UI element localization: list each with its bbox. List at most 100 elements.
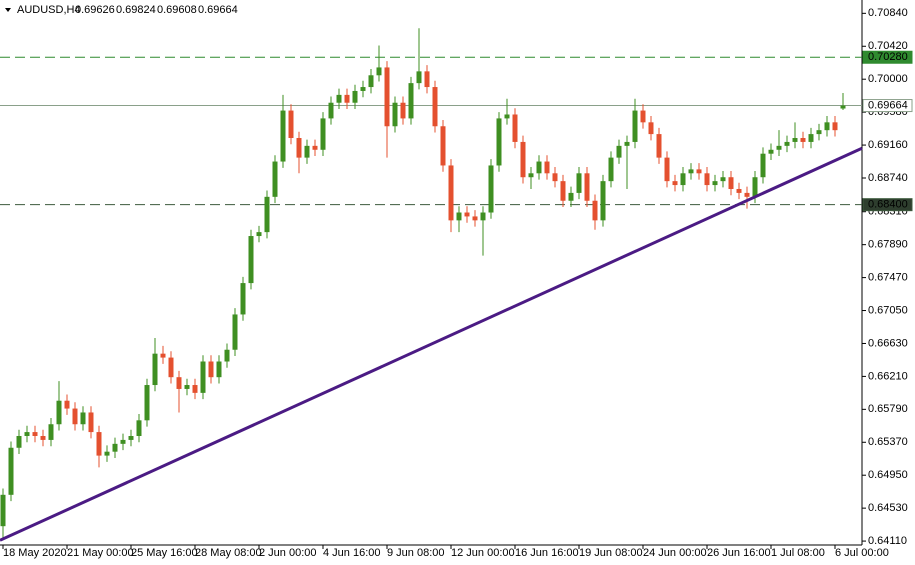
y-tick-label: 0.66210: [868, 370, 908, 382]
candle-body: [456, 212, 462, 221]
candle-body: [608, 157, 614, 182]
y-tick-label: 0.64950: [868, 469, 908, 481]
symbol: AUDUSD,H4: [17, 4, 81, 16]
candle-body: [448, 165, 454, 221]
candle-body: [96, 432, 102, 456]
candle-body: [592, 200, 598, 221]
candle-body: [464, 212, 470, 217]
x-tick-label: 6 Jul 00:00: [835, 547, 889, 559]
candle-body: [616, 145, 622, 158]
candle-body: [752, 177, 758, 197]
candle-body: [144, 385, 150, 421]
x-tick-label: 26 Jun 16:00: [707, 547, 771, 559]
candle-body: [384, 67, 390, 127]
candle-body: [160, 353, 166, 358]
candle-body: [760, 153, 766, 178]
candle-body: [424, 71, 430, 88]
candle-body: [440, 126, 446, 166]
candle-body: [736, 188, 742, 193]
candle-body: [432, 87, 438, 127]
y-tick-label: 0.67050: [868, 304, 908, 316]
candle-body: [680, 173, 686, 186]
price-level-box: [862, 198, 913, 212]
x-tick-label: 24 Jun 00:00: [643, 547, 707, 559]
candle-body: [480, 212, 486, 221]
x-tick-label: 18 May 2020: [3, 547, 67, 559]
x-tick-label: 19 Jun 08:00: [579, 547, 643, 559]
candle-body: [112, 443, 118, 452]
candle-body: [192, 385, 198, 393]
x-tick-label: 4 Jun 16:00: [323, 547, 381, 559]
y-tick-label: 0.67890: [868, 239, 908, 251]
candle-body: [528, 173, 534, 178]
candle-body: [360, 87, 366, 91]
candle-body: [136, 420, 142, 436]
price-level-box: [862, 50, 913, 64]
candle-body: [32, 432, 38, 436]
candle-body: [648, 122, 654, 135]
candle-body: [64, 400, 70, 409]
x-tick-label: 21 May 00:00: [67, 547, 134, 559]
y-tick-label: 0.66630: [868, 337, 908, 349]
candle-body: [504, 114, 510, 119]
candle-body: [664, 157, 670, 182]
candle-body: [832, 122, 838, 131]
candle-body: [200, 361, 206, 393]
candle-body: [408, 83, 414, 119]
candle-body: [0, 494, 6, 527]
candle-body: [104, 451, 110, 456]
candle-body: [184, 385, 190, 389]
candle-body: [520, 141, 526, 178]
candle-body: [840, 105, 846, 109]
candle-body: [400, 102, 406, 119]
candle-body: [744, 192, 750, 197]
candle-body: [328, 102, 334, 119]
price-level-label: 0.69664: [868, 99, 908, 111]
candle-body: [272, 161, 278, 197]
candle-body: [544, 161, 550, 174]
candle-body: [416, 71, 422, 84]
x-tick-label: 25 May 16:00: [131, 547, 198, 559]
y-tick-label: 0.69160: [868, 139, 908, 151]
candle-body: [792, 138, 798, 142]
candle-body: [728, 177, 734, 189]
candle-body: [344, 94, 350, 103]
candle-body: [720, 177, 726, 182]
candle-body: [712, 181, 718, 186]
candle-body: [368, 75, 374, 88]
y-tick-label: 0.70000: [868, 73, 908, 85]
candle-body: [576, 173, 582, 193]
candle-body: [488, 165, 494, 213]
candle-body: [48, 424, 54, 440]
candle-body: [640, 110, 646, 123]
candle-body: [472, 216, 478, 221]
candle-body: [784, 141, 790, 146]
candle-body: [584, 173, 590, 201]
y-tick-label: 0.68740: [868, 172, 908, 184]
candle-body: [704, 173, 710, 186]
header-open: 0.69626: [75, 4, 115, 16]
candle-body: [672, 181, 678, 186]
candle-body: [152, 353, 158, 386]
price-level-label: 0.70280: [868, 51, 908, 63]
x-tick-label: 12 Jun 00:00: [451, 547, 515, 559]
candle-body: [816, 130, 822, 135]
header-close: 0.69664: [198, 4, 238, 16]
header-high: 0.69824: [116, 4, 156, 16]
candle-body: [320, 118, 326, 150]
candle-body: [24, 432, 30, 436]
candle-body: [624, 141, 630, 146]
y-tick-label: 0.65790: [868, 403, 908, 415]
candle-body: [216, 361, 222, 378]
candle-body: [296, 138, 302, 158]
price-level-label: 0.68400: [868, 199, 908, 211]
candle-body: [304, 145, 310, 158]
candle-body: [168, 357, 174, 378]
candle-body: [120, 439, 126, 444]
candle-body: [56, 400, 62, 425]
y-tick-label: 0.67470: [868, 272, 908, 284]
candle-body: [312, 145, 318, 150]
trendline: [0, 146, 863, 542]
menu-arrow[interactable]: [5, 8, 11, 12]
